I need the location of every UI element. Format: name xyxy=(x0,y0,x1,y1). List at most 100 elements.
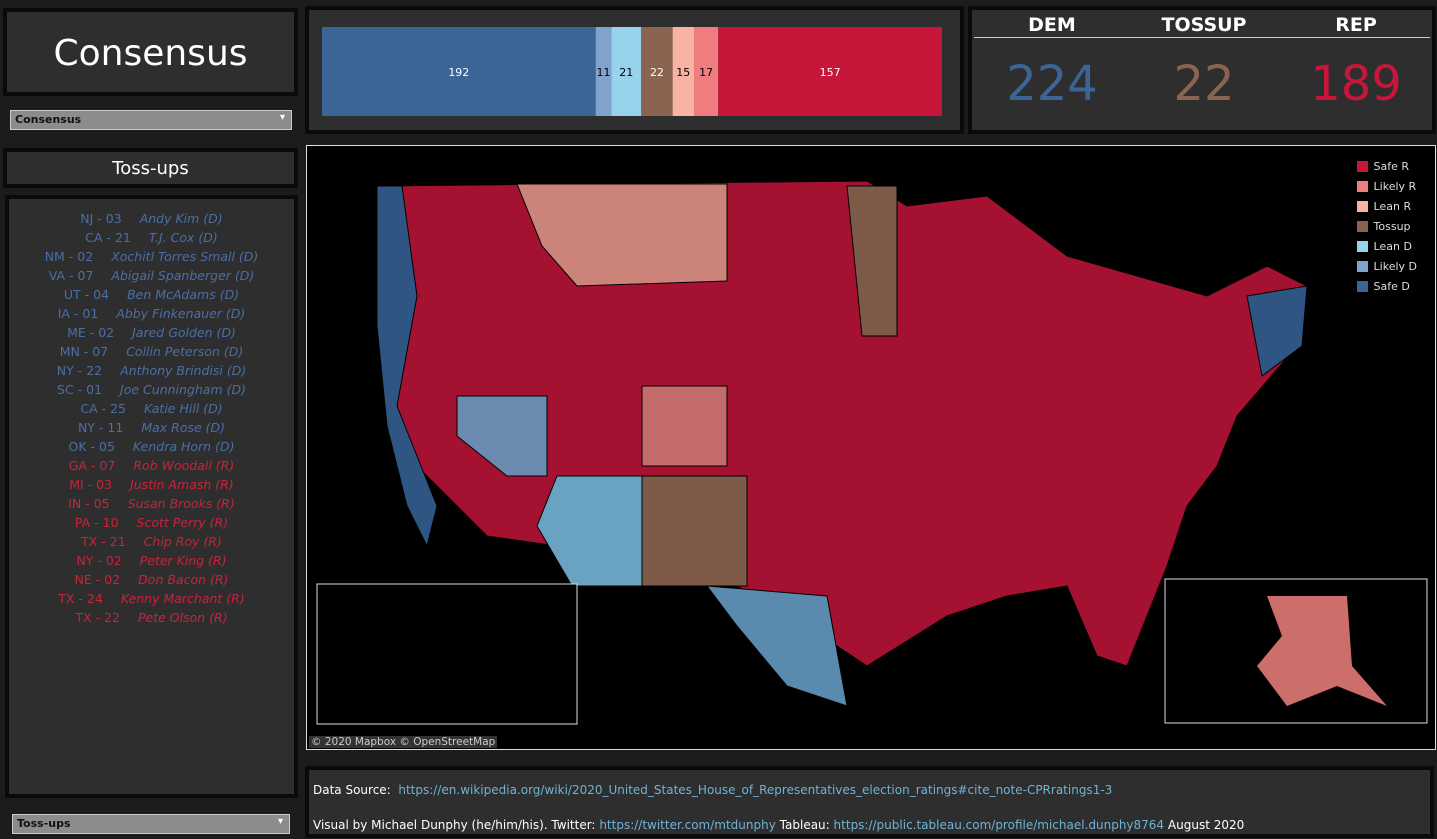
credit-line: Visual by Michael Dunphy (he/him/his). T… xyxy=(313,815,1426,836)
district: GA - 07 xyxy=(68,458,116,473)
legend-item: Likely R xyxy=(1356,176,1417,196)
legend-item: Tossup xyxy=(1356,216,1417,236)
legend-item: Lean D xyxy=(1356,236,1417,256)
tossup-dropdown[interactable]: Toss-ups xyxy=(12,814,290,834)
legend-swatch xyxy=(1356,240,1368,252)
region xyxy=(456,395,548,477)
district: TX - 21 xyxy=(81,534,126,549)
map: Safe R Likely R Lean R Tossup Lean D Likely D… xyxy=(306,145,1436,750)
district: MI - 03 xyxy=(69,477,113,492)
candidate: Andy Kim (D) xyxy=(139,211,223,226)
candidate: Don Bacon (R) xyxy=(138,572,229,587)
district: TX - 24 xyxy=(58,591,103,606)
tossup-row: ME - 02 Jared Golden (D) xyxy=(9,323,294,342)
legend-label: Lean R xyxy=(1373,199,1412,213)
tossup-row: NY - 11 Max Rose (D) xyxy=(9,418,294,437)
candidate: Scott Perry (R) xyxy=(136,515,229,530)
tossup-row: IN - 05 Susan Brooks (R) xyxy=(9,494,294,513)
bar-segment xyxy=(641,27,673,116)
tossup-row: TX - 24 Kenny Marchant (R) xyxy=(9,589,294,608)
tossup-row: OK - 05 Kendra Horn (D) xyxy=(9,437,294,456)
legend-swatch xyxy=(1356,160,1368,172)
rating-bar: 192 11 21 22 15 17 157 xyxy=(322,27,942,116)
bar-panel: 192 11 21 22 15 17 157 xyxy=(305,6,964,134)
title: Consensus xyxy=(53,33,248,74)
view-dropdown[interactable]: Consensus xyxy=(10,110,292,130)
legend-label: Likely D xyxy=(1373,259,1417,273)
candidate: Joe Cunningham (D) xyxy=(120,382,246,397)
tossup-row: NE - 02 Don Bacon (R) xyxy=(9,570,294,589)
attribution: © 2020 Mapbox © OpenStreetMap xyxy=(309,736,498,748)
candidate: Chip Roy (R) xyxy=(143,534,222,549)
district: MN - 07 xyxy=(59,344,109,359)
region xyxy=(641,385,728,467)
district: IN - 05 xyxy=(68,496,110,511)
region xyxy=(1246,285,1308,377)
total-label: TOSSUP xyxy=(1161,14,1247,36)
district: VA - 07 xyxy=(48,268,94,283)
bar-segment xyxy=(718,27,942,116)
alaska xyxy=(1257,596,1387,706)
footer: Data Source: https://en.wikipedia.org/wi… xyxy=(305,766,1434,838)
district: NM - 02 xyxy=(44,249,94,264)
tossup-row: MN - 07 Collin Peterson (D) xyxy=(9,342,294,361)
totals-panel: DEM 224 TOSSUP 22 REP 189 xyxy=(968,6,1436,134)
district: ME - 02 xyxy=(67,325,115,340)
district: NY - 11 xyxy=(77,420,124,435)
legend: Safe R Likely R Lean R Tossup Lean D Likely D… xyxy=(1356,156,1417,296)
bar-segment xyxy=(595,27,612,116)
district: NJ - 03 xyxy=(80,211,122,226)
candidate: Anthony Brindisi (D) xyxy=(120,363,247,378)
legend-item: Lean R xyxy=(1356,196,1417,216)
total-label: DEM xyxy=(1028,14,1076,36)
region xyxy=(516,183,728,287)
total-value: 22 xyxy=(1173,56,1235,112)
date: August 2020 xyxy=(1167,818,1245,832)
candidate: Kenny Marchant (R) xyxy=(120,591,245,606)
candidate: Susan Brooks (R) xyxy=(127,496,235,511)
legend-label: Likely R xyxy=(1373,179,1417,193)
tableau-link[interactable]: https://public.tableau.com/profile/micha… xyxy=(833,818,1165,832)
tableau-label: Tableau: xyxy=(779,818,830,832)
district: CA - 25 xyxy=(80,401,127,416)
region xyxy=(705,585,848,707)
tossup-row: SC - 01 Joe Cunningham (D) xyxy=(9,380,294,399)
tossup-row: TX - 21 Chip Roy (R) xyxy=(9,532,294,551)
candidate: Kendra Horn (D) xyxy=(132,439,235,454)
bar-label: 157 xyxy=(820,66,841,79)
bar-segment xyxy=(694,27,719,116)
district: UT - 04 xyxy=(63,287,110,302)
source-line: Data Source: https://en.wikipedia.org/wi… xyxy=(313,780,1426,801)
tossup-row: PA - 10 Scott Perry (R) xyxy=(9,513,294,532)
district: SC - 01 xyxy=(57,382,103,397)
source-link[interactable]: https://en.wikipedia.org/wiki/2020_Unite… xyxy=(398,783,1113,797)
tossup-row: NJ - 03 Andy Kim (D) xyxy=(9,209,294,228)
tossup-row: UT - 04 Ben McAdams (D) xyxy=(9,285,294,304)
candidate: Jared Golden (D) xyxy=(132,325,236,340)
legend-swatch xyxy=(1356,280,1368,292)
bar-label: 21 xyxy=(619,66,633,79)
source-label: Data Source: xyxy=(313,783,391,797)
district: PA - 10 xyxy=(74,515,119,530)
map-canvas xyxy=(316,180,1428,725)
legend-swatch xyxy=(1356,260,1368,272)
total-label: REP xyxy=(1335,14,1377,36)
tossup-row: NY - 22 Anthony Brindisi (D) xyxy=(9,361,294,380)
legend-item: Safe D xyxy=(1356,276,1417,296)
credit: Visual by Michael Dunphy (he/him/his). T… xyxy=(313,818,596,832)
candidate: Peter King (R) xyxy=(139,553,227,568)
bar-label: 11 xyxy=(596,66,610,79)
candidate: Abby Finkenauer (D) xyxy=(116,306,246,321)
legend-label: Safe D xyxy=(1373,279,1410,293)
twitter-link[interactable]: https://twitter.com/mtdunphy xyxy=(599,818,776,832)
tossup-row: CA - 25 Katie Hill (D) xyxy=(9,399,294,418)
bar-segment xyxy=(672,27,694,116)
legend-swatch xyxy=(1356,200,1368,212)
candidate: Ben McAdams (D) xyxy=(127,287,240,302)
district: NY - 22 xyxy=(56,363,103,378)
divider xyxy=(974,37,1430,38)
legend-swatch xyxy=(1356,220,1368,232)
bar-label: 17 xyxy=(699,66,713,79)
district: TX - 22 xyxy=(75,610,120,625)
